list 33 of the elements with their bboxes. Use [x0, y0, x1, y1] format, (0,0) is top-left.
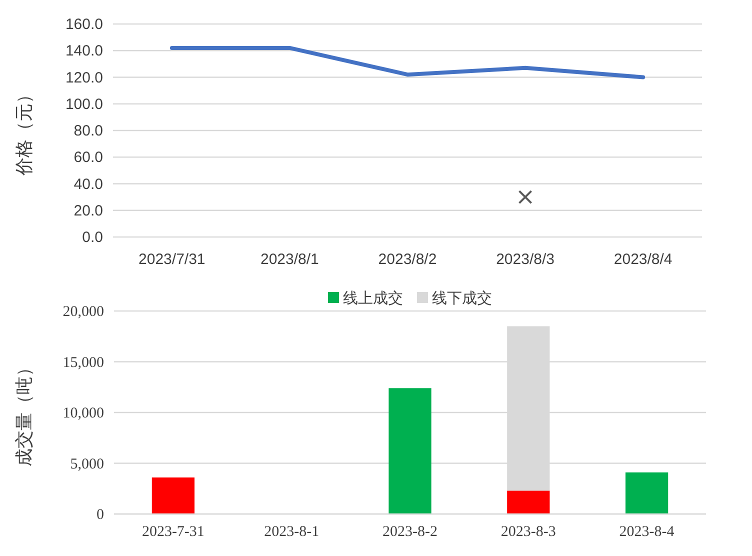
y-tick-label: 20.0 — [74, 202, 103, 220]
x-tick-label: 2023/8/2 — [378, 251, 437, 268]
y-tick-label: 0.0 — [82, 229, 103, 246]
y-tick-label: 60.0 — [74, 149, 103, 166]
bar — [507, 490, 550, 514]
y-tick-label: 140.0 — [65, 42, 103, 60]
x-tick-label: 2023-7-31 — [142, 524, 204, 540]
y-tick-label: 100.0 — [65, 96, 103, 113]
legend-label: 线上成交 — [343, 289, 403, 307]
x-tick-label: 2023/8/4 — [614, 251, 672, 268]
line-series — [170, 46, 646, 80]
bar — [625, 472, 668, 514]
x-tick-label: 2023/7/31 — [138, 251, 206, 268]
x-tick-label: 2023/8/1 — [260, 251, 319, 268]
y-tick-label: 5,000 — [70, 456, 104, 472]
y-axis-title: 价格（元） — [14, 86, 35, 176]
bar — [152, 477, 195, 514]
x-tick-label: 2023/8/3 — [496, 251, 554, 268]
bar — [388, 388, 432, 514]
y-tick-label: 0 — [96, 507, 104, 523]
y-tick-label: 160.0 — [65, 16, 103, 33]
y-tick-label: 40.0 — [74, 176, 103, 193]
x-tick-label: 2023-8-3 — [500, 524, 556, 540]
y-tick-label: 15,000 — [62, 354, 104, 371]
y-axis-title: 成交量（吨） — [14, 358, 35, 466]
x-tick-label: 2023-8-2 — [382, 524, 438, 540]
y-tick-label: 80.0 — [74, 122, 103, 140]
legend-label: 线下成交 — [432, 289, 492, 307]
y-tick-label: 20,000 — [62, 304, 104, 320]
x-tick-label: 2023-8-1 — [264, 524, 320, 540]
y-tick-label: 10,000 — [62, 406, 104, 422]
y-tick-label: 120.0 — [65, 69, 103, 86]
x-tick-label: 2023-8-4 — [619, 524, 675, 540]
